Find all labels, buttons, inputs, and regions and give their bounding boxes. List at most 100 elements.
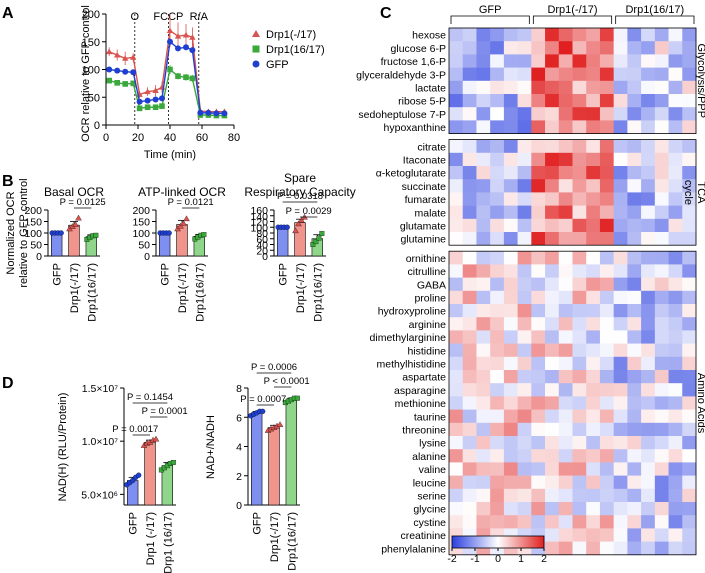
- heatmap-cell: [654, 205, 669, 220]
- heatmap-cell: [572, 80, 587, 95]
- heatmap-cell: [654, 515, 669, 529]
- heatmap-cell: [599, 107, 614, 121]
- data-point: [152, 96, 159, 103]
- heatmap-cell: [462, 515, 477, 529]
- heatmap-cell: [586, 232, 601, 246]
- heatmap-cell: [586, 383, 601, 397]
- heatmap-cell: [613, 67, 628, 82]
- data-point: [319, 231, 325, 237]
- heatmap-cell: [627, 218, 642, 233]
- heatmap-cell: [668, 192, 683, 206]
- heatmap-cell: [654, 192, 669, 206]
- heatmap-cell: [545, 449, 560, 463]
- heatmap-cell: [668, 370, 683, 384]
- heatmap-cell: [531, 67, 546, 82]
- heatmap-cell: [490, 41, 505, 55]
- heatmap-cell: [462, 317, 477, 331]
- heatmap-cell: [586, 94, 601, 108]
- heatmap-cell: [449, 330, 464, 344]
- chart-title-line1: Spare: [284, 171, 316, 185]
- heatmap-cell: [449, 41, 464, 55]
- heatmap-cell: [545, 264, 560, 278]
- heatmap-cell: [572, 290, 587, 305]
- heatmap-cell: [599, 28, 614, 42]
- heatmap-cell: [517, 232, 532, 246]
- category-label: Drp1(16/17): [312, 263, 324, 322]
- heatmap-cell: [613, 370, 628, 384]
- colorbar-tick-label: -1: [470, 553, 479, 565]
- heatmap-cell: [613, 449, 628, 463]
- heatmap-cell: [641, 475, 656, 490]
- heatmap-cell: [572, 343, 587, 358]
- heatmap-cell: [517, 80, 532, 95]
- heatmap-cell: [531, 218, 546, 233]
- y-tick-label: 60: [256, 234, 268, 246]
- heatmap-cell: [558, 54, 573, 68]
- heatmap-cell: [613, 488, 628, 503]
- heatmap-cell: [668, 277, 683, 292]
- heatmap-cell: [682, 528, 697, 542]
- row-label: succinate: [402, 181, 447, 193]
- heatmap-cell: [668, 304, 683, 318]
- row-label: asparagine: [394, 385, 446, 397]
- heatmap-cell: [586, 139, 601, 154]
- heatmap-cell: [558, 462, 573, 476]
- heatmap-cell: [503, 449, 518, 463]
- category-label: GFP: [128, 512, 140, 535]
- heatmap-cell: [668, 179, 683, 193]
- heatmap-cell: [599, 251, 614, 265]
- heatmap-cell: [476, 218, 491, 233]
- heatmap-cell: [490, 107, 505, 121]
- heatmap-cell: [654, 436, 669, 450]
- heatmap-cell: [490, 251, 505, 265]
- heatmap-cell: [503, 515, 518, 529]
- data-point: [106, 77, 112, 84]
- row-label: creatinine: [400, 530, 446, 542]
- heatmap-cell: [558, 449, 573, 463]
- heatmap-cell: [668, 409, 683, 424]
- heatmap-cell: [517, 218, 532, 233]
- heatmap-cell: [641, 304, 656, 318]
- category-label: Drp1 (16/17): [162, 512, 174, 573]
- heatmap-cell: [449, 356, 464, 371]
- section-label: Glycolysis/PPP: [695, 44, 705, 119]
- heatmap-cell: [545, 54, 560, 68]
- heatmap-cell: [558, 179, 573, 193]
- data-point: [284, 224, 290, 230]
- heatmap-cell: [654, 120, 669, 134]
- heatmap-cell: [599, 179, 614, 193]
- data-point: [152, 87, 159, 93]
- heatmap-cell: [641, 409, 656, 424]
- row-label: Itaconate: [403, 155, 446, 167]
- row-label: valine: [419, 464, 447, 476]
- heatmap-cell: [503, 218, 518, 233]
- heatmap-cell: [476, 264, 491, 278]
- heatmap-cell: [586, 370, 601, 384]
- heatmap-cell: [682, 290, 697, 305]
- heatmap-cell: [613, 80, 628, 95]
- data-point: [201, 232, 207, 238]
- heatmap-cell: [476, 462, 491, 476]
- category-label: GFP: [52, 263, 64, 286]
- heatmap-cell: [641, 383, 656, 397]
- heatmap-cell: [476, 94, 491, 108]
- heatmap-cell: [668, 290, 683, 305]
- heatmap-cell: [641, 436, 656, 450]
- heatmap-cell: [627, 515, 642, 529]
- heatmap-cell: [682, 67, 697, 82]
- section-label: cycle: [682, 180, 694, 205]
- p-value-label: P = 0.0029: [286, 206, 332, 217]
- heatmap-cell: [572, 396, 587, 410]
- heatmap-cell: [545, 67, 560, 82]
- heatmap-cell: [503, 232, 518, 246]
- heatmap-cell: [586, 107, 601, 121]
- p-value-label: P = 0.0318: [277, 191, 323, 202]
- heatmap-cell: [586, 41, 601, 55]
- heatmap-cell: [668, 528, 683, 542]
- data-point: [182, 31, 190, 38]
- heatmap-cell: [531, 317, 546, 331]
- heatmap-cell: [517, 277, 532, 292]
- heatmap-cell: [627, 304, 642, 318]
- heatmap-cell: [517, 205, 532, 220]
